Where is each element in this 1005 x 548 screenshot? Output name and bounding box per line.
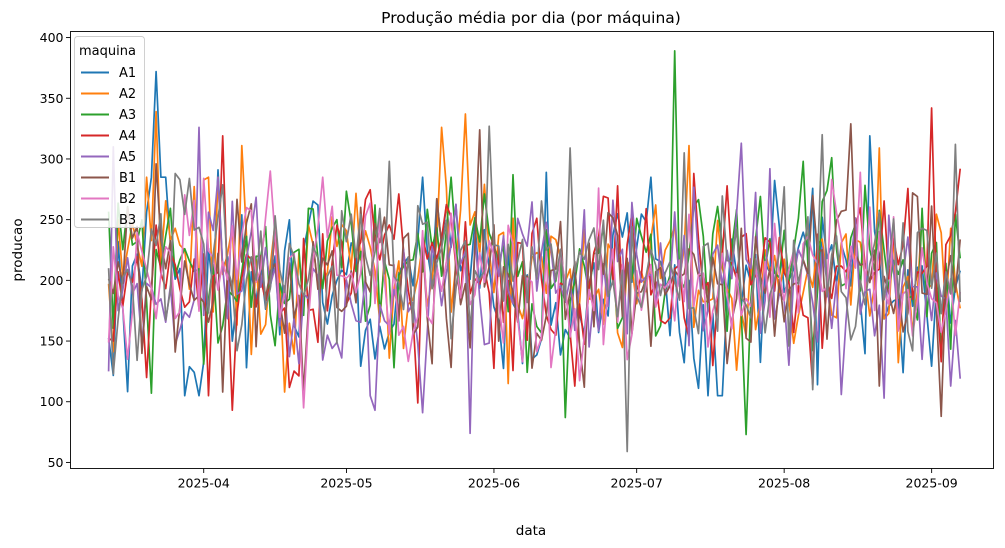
y-tick-label: 300 [40,151,64,166]
y-tick-label: 150 [40,334,64,349]
plot-lines [107,50,962,453]
x-tick-label: 2025-06 [468,476,520,491]
legend: maquina A1 A2 A3 A4 A5 B1 B2 B3 [74,36,145,228]
y-tick-label: 100 [40,394,64,409]
y-axis: 50 100 150 200 250 300 350 400 [40,30,71,470]
legend-items: A1 A2 A3 A4 A5 B1 B2 B3 [81,66,136,228]
series-line-a5 [107,126,962,435]
series-line-b3 [107,125,962,453]
x-tick-label: 2025-04 [178,476,230,491]
series-line-b2 [107,170,962,409]
y-tick-label: 50 [48,455,64,470]
legend-label-a1: A1 [119,66,136,81]
legend-title: maquina [79,44,136,59]
y-axis-title: producao [10,218,26,281]
x-tick-label: 2025-05 [320,476,372,491]
x-axis-title: data [516,523,546,539]
plot-frame [70,31,994,469]
legend-label-b2: B2 [119,192,136,207]
y-tick-label: 200 [40,273,64,288]
x-tick-label: 2025-09 [906,476,958,491]
y-tick-label: 250 [40,212,64,227]
x-tick-label: 2025-08 [758,476,810,491]
x-tick-label: 2025-07 [611,476,663,491]
legend-label-b3: B3 [119,213,136,228]
chart-title: Produção média por dia (por máquina) [381,9,681,27]
y-tick-label: 400 [40,30,64,45]
legend-label-a2: A2 [119,87,136,102]
legend-label-a4: A4 [119,129,136,144]
legend-label-a5: A5 [119,150,136,165]
y-tick-label: 350 [40,91,64,106]
legend-label-b1: B1 [119,171,136,186]
legend-label-a3: A3 [119,108,136,123]
x-axis: 2025-04 2025-05 2025-06 2025-07 2025-08 2025-… [178,468,958,491]
legend-box [74,36,145,228]
